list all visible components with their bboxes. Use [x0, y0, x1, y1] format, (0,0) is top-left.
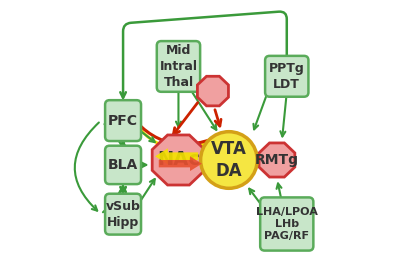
FancyBboxPatch shape: [105, 194, 141, 235]
Text: VTA
DA: VTA DA: [211, 140, 247, 180]
Circle shape: [201, 132, 257, 188]
Polygon shape: [152, 135, 205, 185]
Text: PFC: PFC: [108, 114, 138, 128]
FancyBboxPatch shape: [265, 56, 308, 97]
Polygon shape: [159, 156, 202, 171]
FancyBboxPatch shape: [105, 100, 141, 141]
Polygon shape: [259, 143, 295, 177]
FancyBboxPatch shape: [105, 146, 141, 184]
Text: vSub
Hipp: vSub Hipp: [106, 200, 141, 229]
Text: RMTg: RMTg: [255, 153, 299, 167]
FancyBboxPatch shape: [260, 197, 313, 251]
Text: BLA: BLA: [108, 158, 138, 172]
FancyBboxPatch shape: [157, 41, 200, 92]
Polygon shape: [155, 148, 198, 164]
Polygon shape: [198, 76, 228, 106]
Text: LHA/LPOA
LHb
PAG/RF: LHA/LPOA LHb PAG/RF: [256, 207, 318, 241]
Text: NAc: NAc: [157, 150, 200, 169]
Text: Mid
Intral
Thal: Mid Intral Thal: [159, 44, 198, 89]
Text: PPTg
LDT: PPTg LDT: [269, 62, 305, 91]
